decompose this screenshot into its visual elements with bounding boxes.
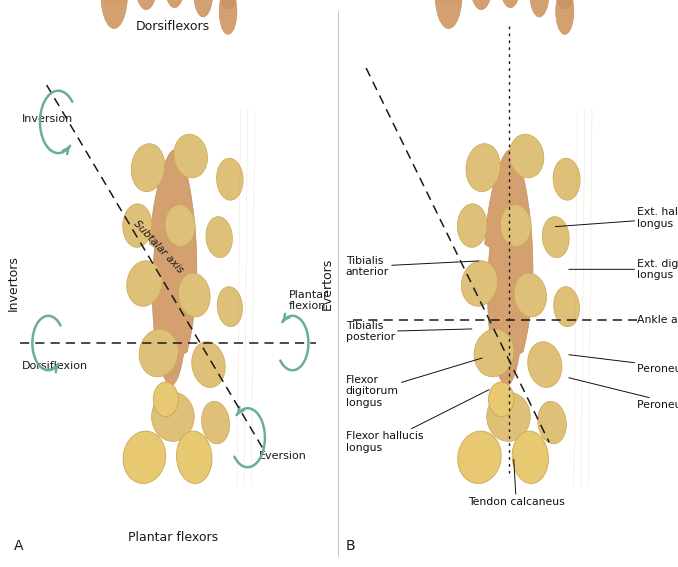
- Ellipse shape: [219, 0, 237, 35]
- Text: Subtalar axis: Subtalar axis: [131, 218, 184, 275]
- Polygon shape: [485, 150, 533, 385]
- Ellipse shape: [553, 158, 580, 200]
- Text: Plantar
flexion: Plantar flexion: [289, 290, 329, 311]
- Text: Tibialis
posterior: Tibialis posterior: [346, 321, 472, 342]
- Ellipse shape: [178, 273, 210, 317]
- Text: Flexor
digitorum
longus: Flexor digitorum longus: [346, 358, 482, 408]
- Text: Tibialis
anterior: Tibialis anterior: [346, 256, 479, 277]
- Text: Ext. digitorum
longus: Ext. digitorum longus: [569, 259, 678, 280]
- Ellipse shape: [174, 134, 207, 178]
- Ellipse shape: [457, 204, 487, 247]
- Text: Evertors: Evertors: [321, 257, 334, 310]
- Text: Flexor hallucis
longus: Flexor hallucis longus: [346, 390, 489, 453]
- Ellipse shape: [500, 0, 521, 8]
- Ellipse shape: [435, 0, 462, 28]
- Text: Plantar flexors: Plantar flexors: [128, 531, 218, 544]
- Ellipse shape: [530, 0, 549, 17]
- Ellipse shape: [153, 382, 178, 417]
- Text: Peroneus brevis: Peroneus brevis: [569, 378, 678, 411]
- Text: Dorsiflexion: Dorsiflexion: [22, 361, 88, 371]
- Ellipse shape: [193, 0, 213, 17]
- Ellipse shape: [123, 431, 165, 484]
- Ellipse shape: [458, 431, 501, 484]
- Ellipse shape: [127, 261, 162, 306]
- Polygon shape: [150, 150, 197, 385]
- Ellipse shape: [206, 217, 233, 257]
- Text: Invertors: Invertors: [7, 256, 20, 311]
- Ellipse shape: [135, 0, 158, 10]
- Ellipse shape: [527, 342, 562, 387]
- Ellipse shape: [176, 431, 212, 484]
- Text: Tendon calcaneus: Tendon calcaneus: [468, 459, 565, 507]
- Text: Eversion: Eversion: [259, 451, 307, 462]
- Ellipse shape: [222, 0, 235, 9]
- Ellipse shape: [554, 287, 580, 327]
- Ellipse shape: [192, 342, 225, 387]
- Ellipse shape: [509, 134, 544, 178]
- Ellipse shape: [131, 143, 165, 192]
- Ellipse shape: [217, 287, 243, 327]
- Text: Dorsiflexors: Dorsiflexors: [136, 20, 210, 33]
- Text: A: A: [14, 539, 23, 553]
- Ellipse shape: [139, 329, 178, 377]
- Ellipse shape: [556, 0, 574, 35]
- Ellipse shape: [542, 217, 570, 257]
- Ellipse shape: [469, 0, 493, 10]
- Ellipse shape: [201, 401, 230, 444]
- Text: Ext. hallucis
longus: Ext. hallucis longus: [555, 208, 678, 229]
- Ellipse shape: [164, 0, 185, 8]
- Ellipse shape: [514, 273, 546, 317]
- Ellipse shape: [101, 0, 127, 28]
- Ellipse shape: [487, 392, 530, 441]
- Ellipse shape: [538, 401, 566, 444]
- Ellipse shape: [466, 143, 500, 192]
- Ellipse shape: [216, 158, 243, 200]
- Ellipse shape: [461, 261, 498, 306]
- Ellipse shape: [512, 431, 549, 484]
- Ellipse shape: [500, 205, 531, 247]
- Ellipse shape: [152, 392, 195, 441]
- Ellipse shape: [474, 329, 514, 377]
- Ellipse shape: [123, 204, 152, 247]
- Ellipse shape: [558, 0, 572, 9]
- Text: Peroneus longus: Peroneus longus: [569, 355, 678, 374]
- Text: Inversion: Inversion: [22, 114, 73, 124]
- Text: B: B: [346, 539, 355, 553]
- Ellipse shape: [489, 382, 514, 417]
- Ellipse shape: [165, 205, 195, 247]
- Text: Ankle axis: Ankle axis: [637, 315, 678, 325]
